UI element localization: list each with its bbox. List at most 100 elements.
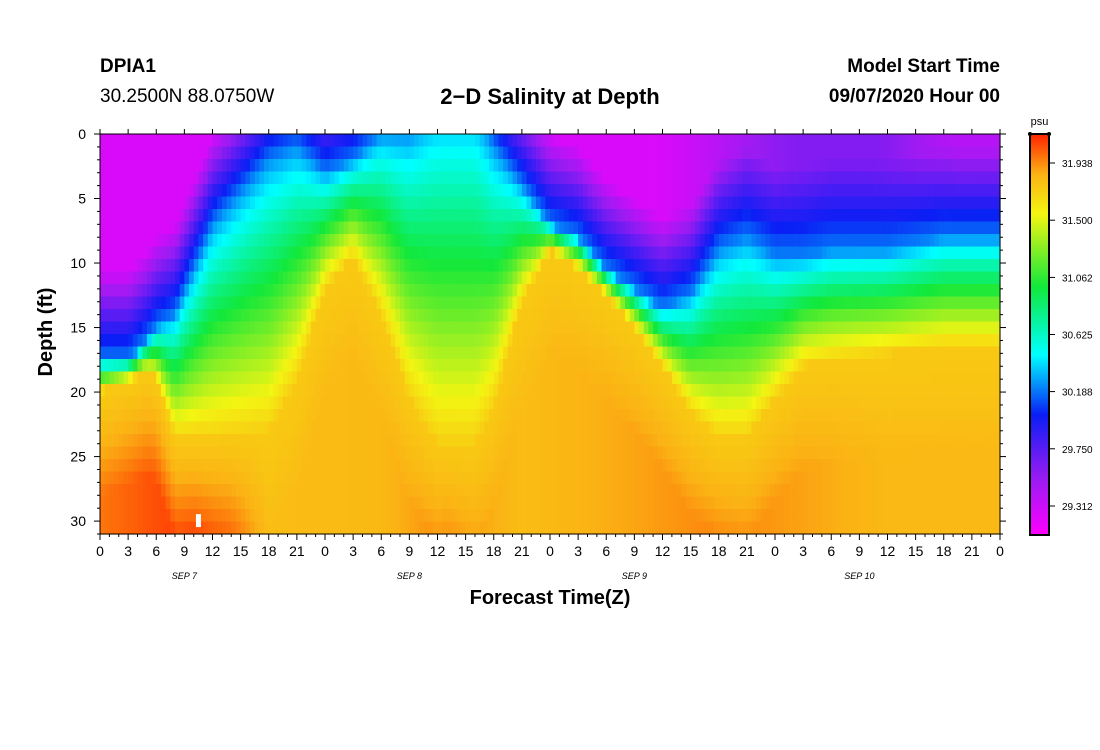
heatmap-cell (217, 134, 223, 148)
heatmap-cell (625, 496, 631, 510)
heatmap-cell (118, 371, 125, 385)
heatmap-cell (615, 221, 621, 235)
heatmap-cell (179, 146, 185, 160)
heatmap-cell (484, 271, 490, 285)
heatmap-cell (371, 434, 378, 448)
heatmap-cell (390, 496, 396, 510)
heatmap-cell (442, 346, 448, 360)
heatmap-cell (193, 334, 200, 348)
heatmap-cell (179, 221, 185, 235)
heatmap-cell (784, 459, 790, 473)
heatmap-cell (367, 409, 373, 423)
heatmap-cell (803, 334, 809, 348)
heatmap-cell (784, 409, 790, 423)
heatmap-cell (207, 346, 214, 360)
heatmap-cell (156, 446, 162, 460)
heatmap-cell (526, 321, 532, 335)
heatmap-cell (460, 434, 467, 448)
heatmap-cell (592, 259, 598, 273)
heatmap-cell (793, 146, 800, 160)
heatmap-cell (695, 146, 701, 160)
heatmap-cell (325, 221, 331, 235)
heatmap-cell (479, 159, 485, 173)
heatmap-cell (531, 171, 537, 185)
heatmap-cell (442, 209, 448, 223)
heatmap-cell (728, 521, 734, 535)
heatmap-cell (817, 346, 823, 360)
heatmap-cell (714, 484, 720, 498)
heatmap-cell (770, 396, 776, 410)
heatmap-cell (156, 259, 162, 273)
heatmap-cell (592, 346, 598, 360)
heatmap-cell (648, 346, 654, 360)
heatmap-cell (517, 321, 523, 335)
heatmap-cell (578, 234, 584, 248)
heatmap-cell (207, 309, 214, 323)
heatmap-cell (592, 359, 598, 373)
heatmap-cell (629, 309, 635, 323)
heatmap-cell (146, 171, 153, 185)
heatmap-cell (203, 134, 209, 148)
heatmap-cell (596, 346, 603, 360)
heatmap-cell (568, 134, 575, 148)
heatmap-cell (184, 371, 190, 385)
heatmap-cell (151, 321, 157, 335)
heatmap-cell (339, 271, 345, 285)
heatmap-cell (728, 271, 734, 285)
heatmap-cell (175, 134, 181, 148)
heatmap-cell (367, 284, 373, 298)
heatmap-cell (446, 259, 453, 273)
heatmap-cell (254, 221, 260, 235)
heatmap-cell (287, 446, 293, 460)
heatmap-cell (582, 509, 589, 523)
heatmap-cell (371, 359, 378, 373)
heatmap-cell (700, 234, 706, 248)
heatmap-cell (418, 484, 425, 498)
heatmap-cell (325, 446, 331, 460)
heatmap-cell (526, 184, 532, 198)
heatmap-cell (268, 171, 275, 185)
heatmap-cell (559, 259, 565, 273)
heatmap-cell (207, 459, 214, 473)
heatmap-cell (123, 371, 129, 385)
heatmap-cell (625, 184, 631, 198)
heatmap-cell (484, 396, 490, 410)
heatmap-cell (826, 259, 832, 273)
heatmap-cell (690, 321, 696, 335)
heatmap-cell (306, 509, 312, 523)
heatmap-cell (582, 159, 589, 173)
heatmap-cell (226, 409, 232, 423)
heatmap-cell (475, 196, 481, 210)
heatmap-cell (545, 296, 551, 310)
heatmap-cell (306, 296, 312, 310)
heatmap-cell (676, 171, 682, 185)
heatmap-cell (503, 134, 509, 148)
heatmap-cell (432, 446, 439, 460)
heatmap-cell (456, 259, 462, 273)
heatmap-cell (493, 146, 500, 160)
heatmap-cell (531, 284, 537, 298)
heatmap-cell (629, 421, 635, 435)
heatmap-cell (315, 471, 321, 485)
heatmap-cell (151, 209, 157, 223)
heatmap-cell (353, 234, 359, 248)
heatmap-cell (203, 146, 209, 160)
heatmap-cell (704, 396, 710, 410)
heatmap-cell (423, 434, 429, 448)
heatmap-cell (648, 321, 654, 335)
heatmap-cell (573, 284, 579, 298)
heatmap-cell (803, 346, 809, 360)
heatmap-cell (104, 209, 110, 223)
heatmap-cell (550, 284, 556, 298)
heatmap-cell (746, 246, 753, 260)
heatmap-cell (789, 196, 795, 210)
heatmap-cell (503, 321, 509, 335)
heatmap-cell (817, 159, 823, 173)
heatmap-cell (414, 509, 420, 523)
heatmap-cell (821, 221, 828, 235)
heatmap-cell (264, 396, 270, 410)
heatmap-cell (709, 284, 715, 298)
heatmap-cell (784, 146, 790, 160)
heatmap-cell (301, 496, 307, 510)
heatmap-cell (278, 396, 284, 410)
